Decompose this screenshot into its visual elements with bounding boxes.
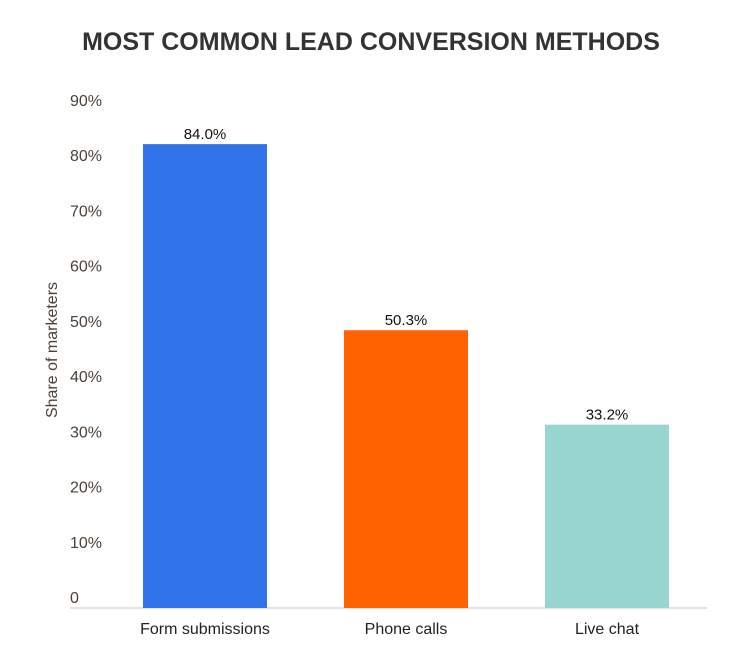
y-axis-label: Share of marketers xyxy=(44,282,61,418)
y-tick-label: 90% xyxy=(70,93,102,110)
y-tick-label: 60% xyxy=(70,259,102,276)
x-tick-label: Form submissions xyxy=(140,621,270,638)
bar-phone-calls xyxy=(344,330,468,608)
y-tick-label: 50% xyxy=(70,314,102,331)
x-tick-label: Phone calls xyxy=(365,621,448,638)
chart-title: MOST COMMON LEAD CONVERSION METHODS xyxy=(82,28,660,56)
y-tick-label: 10% xyxy=(70,535,102,552)
y-tick-label: 80% xyxy=(70,148,102,165)
y-tick-label: 20% xyxy=(70,480,102,497)
data-label: 33.2% xyxy=(586,407,629,424)
data-label: 84.0% xyxy=(184,126,227,143)
y-tick-label: 40% xyxy=(70,369,102,386)
data-label: 50.3% xyxy=(385,312,428,329)
y-tick-label: 30% xyxy=(70,424,102,441)
y-tick-label: 70% xyxy=(70,203,102,220)
y-tick-label: 0 xyxy=(70,590,79,607)
bar-live-chat xyxy=(545,424,669,608)
x-tick-label: Live chat xyxy=(575,621,640,638)
bar-form-submissions xyxy=(143,144,267,608)
